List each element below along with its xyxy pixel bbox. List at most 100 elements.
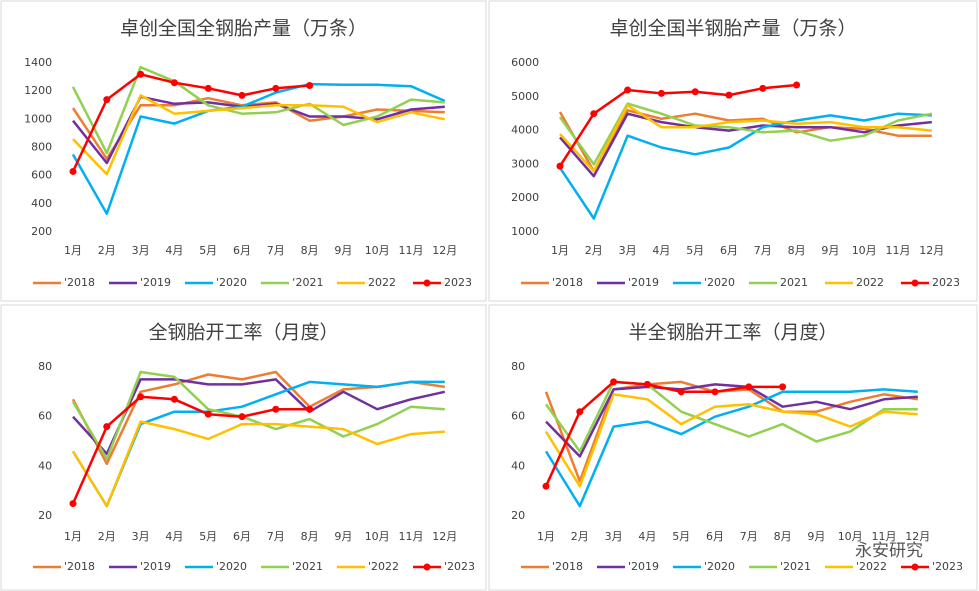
data-point: [711, 388, 719, 396]
legend-label: 2022: [368, 276, 396, 289]
x-tick-label: 7月: [754, 244, 772, 257]
data-point: [170, 395, 178, 403]
legend-label: '2020: [216, 276, 247, 289]
x-tick-label: 4月: [652, 244, 670, 257]
x-tick-label: 5月: [199, 244, 217, 257]
legend-label: '2021: [292, 560, 323, 573]
watermark: 永安研究: [855, 541, 923, 561]
data-point: [238, 413, 246, 421]
series-line: [544, 380, 918, 453]
legend-label: '2022: [368, 560, 399, 573]
data-point: [590, 110, 598, 118]
data-point: [103, 423, 111, 431]
data-point: [610, 378, 618, 386]
data-point: [170, 79, 178, 87]
x-tick-label: 3月: [132, 530, 150, 543]
legend-label: '2018: [552, 276, 583, 289]
series-line: [72, 378, 446, 456]
x-tick-label: 9月: [807, 530, 825, 543]
x-tick-label: 4月: [165, 244, 183, 257]
data-point: [542, 482, 550, 490]
legend-label: '2022: [856, 560, 887, 573]
series-line: [71, 395, 310, 505]
legend-label: '2020: [704, 276, 735, 289]
y-tick-label: 60: [511, 410, 525, 423]
x-tick-label: 6月: [720, 244, 738, 257]
legend-label: '2023: [444, 560, 475, 573]
y-tick-label: 80: [38, 360, 52, 373]
data-point: [137, 70, 145, 78]
legend-label: '2019: [628, 560, 659, 573]
x-tick-label: 5月: [199, 530, 217, 543]
x-tick-label: 1月: [64, 244, 82, 257]
x-tick-label: 8月: [788, 244, 806, 257]
series-line: [71, 82, 446, 215]
series-line: [559, 112, 932, 178]
data-point: [204, 84, 212, 92]
y-tick-label: 800: [31, 141, 52, 154]
chart-panel: 卓创全国半钢胎产量（万条） 1000 2000 3000 4000 5000 6000 1月 2…: [488, 0, 978, 302]
panel-border: [0, 304, 487, 591]
legend-label: '2018: [64, 276, 95, 289]
x-tick-label: 7月: [267, 530, 285, 543]
y-tick-label: 20: [511, 509, 525, 522]
data-point: [624, 86, 632, 94]
x-tick-label: 6月: [233, 244, 251, 257]
data-point: [137, 393, 145, 401]
data-point: [69, 500, 77, 508]
legend-marker: [911, 563, 919, 571]
legend-label: '2018: [552, 560, 583, 573]
x-tick-label: 3月: [132, 244, 150, 257]
data-point: [204, 410, 212, 418]
x-tick-label: 5月: [686, 244, 704, 257]
legend-label: '2020: [704, 560, 735, 573]
x-tick-label: 9月: [334, 530, 352, 543]
data-point: [556, 162, 564, 170]
y-tick-label: 1200: [24, 84, 52, 97]
legend-label: '2019: [140, 276, 171, 289]
x-tick-label: 3月: [619, 244, 637, 257]
x-tick-label: 1月: [537, 530, 555, 543]
x-tick-label: 12月: [905, 530, 930, 543]
data-point: [643, 380, 651, 388]
x-tick-label: 2月: [571, 530, 589, 543]
x-tick-label: 8月: [774, 530, 792, 543]
data-point: [272, 405, 280, 413]
data-point: [691, 88, 699, 96]
legend-label: 2021: [780, 276, 808, 289]
chart-panel: 全钢胎开工率（月度） 20 40 60 80 1月 2月 3月 4月 5月 6月 7月 8月 9月 10月 1…: [0, 304, 487, 591]
series-line: [544, 393, 918, 488]
series-line: [71, 65, 445, 155]
x-tick-label: 5月: [672, 530, 690, 543]
x-tick-label: 12月: [919, 244, 944, 257]
x-tick-label: 6月: [706, 530, 724, 543]
chart-panel: 半全钢胎开工率（月度） 20 40 60 80 1月 2月 3月 4月 5月 6月 7月 8月 9月 10月…: [488, 304, 978, 591]
x-tick-label: 11月: [399, 244, 424, 257]
y-tick-label: 60: [38, 410, 52, 423]
x-tick-label: 9月: [821, 244, 839, 257]
legend-marker: [911, 279, 919, 287]
y-tick-label: 40: [38, 459, 52, 472]
x-tick-label: 1月: [64, 530, 82, 543]
data-point: [103, 96, 111, 104]
legend-label: '2018: [64, 560, 95, 573]
y-tick-label: 1000: [24, 112, 52, 125]
x-tick-label: 8月: [301, 530, 319, 543]
x-tick-label: 12月: [432, 530, 457, 543]
x-tick-label: 4月: [165, 530, 183, 543]
x-tick-label: 10月: [365, 244, 390, 257]
data-point: [238, 91, 246, 99]
y-tick-label: 5000: [511, 90, 539, 103]
data-point: [793, 81, 801, 89]
x-tick-label: 11月: [872, 530, 897, 543]
legend-label: 2023: [444, 276, 472, 289]
y-tick-label: 4000: [511, 124, 539, 137]
x-tick-label: 6月: [233, 530, 251, 543]
y-tick-label: 400: [31, 197, 52, 210]
x-tick-label: 3月: [605, 530, 623, 543]
chart-title: 卓创全国半钢胎产量（万条）: [609, 18, 856, 40]
y-tick-label: 600: [31, 169, 52, 182]
x-tick-label: 2月: [98, 244, 116, 257]
chart-panel: 卓创全国全钢胎产量（万条） 200 400 600 800 1000 1200 1400 1月 2…: [0, 0, 487, 302]
